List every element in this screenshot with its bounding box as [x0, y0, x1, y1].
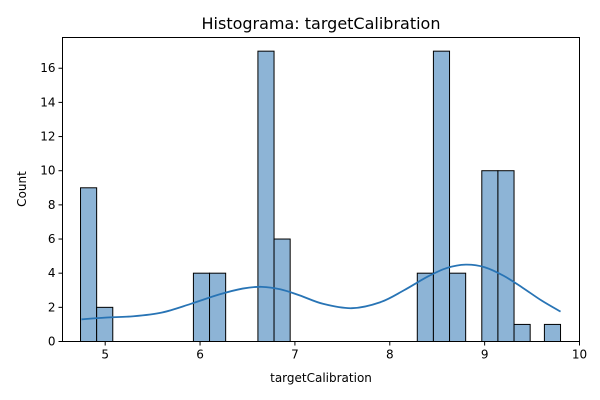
y-tick-label: 10	[40, 164, 55, 178]
x-axis: 5 6 7 8 9 10	[101, 341, 587, 362]
y-tick-label: 12	[40, 130, 55, 144]
histogram-bar	[416, 272, 434, 342]
histogram-bar	[96, 306, 114, 342]
y-tick-label: 0	[48, 335, 56, 349]
histogram-bar	[481, 170, 499, 342]
histogram-bar	[497, 170, 515, 342]
x-tick-label: 6	[196, 348, 204, 362]
y-tick-label: 8	[48, 198, 56, 212]
y-axis-label: Count	[15, 171, 29, 207]
x-tick-label: 8	[386, 348, 394, 362]
chart-title: Histograma: targetCalibration	[202, 14, 441, 33]
kde-curve	[81, 263, 561, 321]
x-tick-label: 7	[291, 348, 299, 362]
x-tick-label: 9	[481, 348, 489, 362]
y-axis: 0 2 4 6 8 10 12 14 16	[40, 61, 63, 349]
plot-frame	[62, 37, 580, 342]
bars-layer	[80, 50, 562, 343]
y-tick-label: 16	[40, 61, 55, 75]
histogram-bar	[543, 323, 562, 343]
histogram-bar	[192, 272, 211, 342]
y-tick-label: 2	[48, 300, 56, 314]
histogram-bar	[432, 50, 451, 342]
y-tick-label: 6	[48, 232, 56, 246]
x-tick-label: 5	[101, 348, 109, 362]
histogram-bar	[257, 50, 275, 342]
x-tick-label: 10	[572, 348, 587, 362]
x-axis-label: targetCalibration	[270, 371, 372, 385]
histogram-bar	[209, 272, 227, 342]
histogram-bar	[449, 272, 467, 342]
y-tick-label: 14	[40, 95, 55, 109]
y-tick-label: 4	[48, 266, 56, 280]
kde-layer	[81, 263, 561, 321]
histogram-bar	[513, 323, 531, 343]
